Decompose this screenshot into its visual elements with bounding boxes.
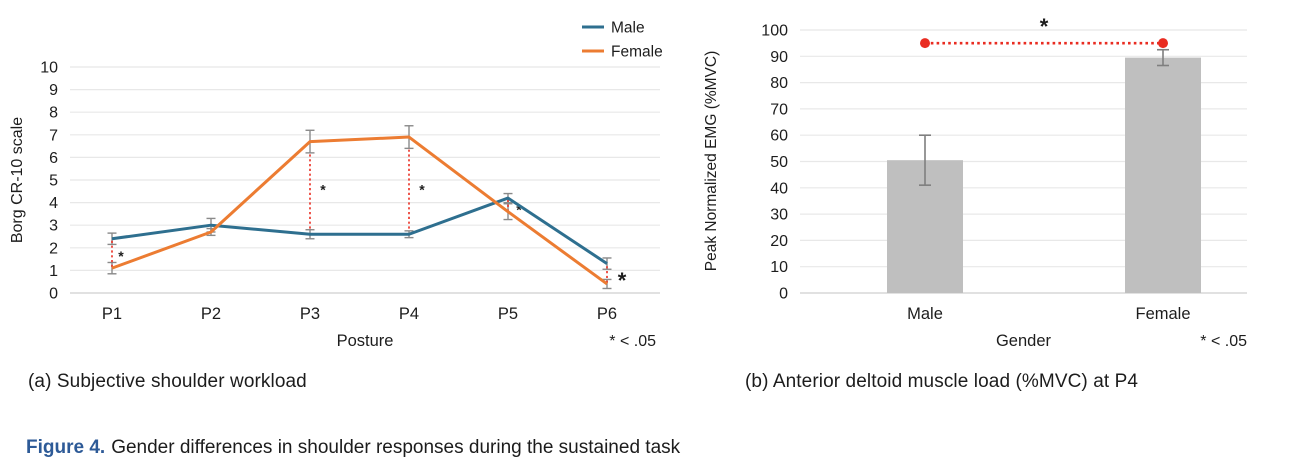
x-tick-label: Female	[1135, 305, 1190, 323]
subcaption-b: (b) Anterior deltoid muscle load (%MVC) …	[745, 371, 1139, 392]
y-tick-label: 4	[49, 195, 58, 212]
figure-caption: Figure 4. Gender differences in shoulder …	[26, 437, 680, 459]
y-tick-label: 40	[770, 180, 788, 197]
series-line-male	[111, 196, 608, 265]
significance-endpoint	[920, 38, 930, 49]
significance-star: *	[118, 248, 124, 264]
y-tick-label: 80	[770, 75, 788, 92]
y-axis-title: Peak Normalized EMG (%MVC)	[703, 51, 720, 272]
y-tick-label: 10	[40, 60, 58, 77]
significance-star: *	[1040, 14, 1049, 39]
bar-female	[1125, 57, 1201, 293]
y-tick-label: 5	[49, 173, 58, 190]
figure-caption-label: Figure 4.	[26, 437, 106, 458]
y-tick-label: 30	[770, 207, 788, 224]
legend-label-male: Male	[611, 20, 645, 37]
x-axis-title: Posture	[337, 332, 394, 350]
subcaption-a: (a) Subjective shoulder workload	[28, 371, 307, 392]
y-tick-label: 2	[49, 240, 58, 257]
x-axis-title: Gender	[996, 332, 1052, 350]
significance-note: * < .05	[1200, 333, 1247, 350]
bar-chart-anterior-deltoid-emg: 0 10 20 30 40 50 60 70 80 90 100 * Male Female Gender P…	[703, 14, 1247, 350]
y-axis-title: Borg CR-10 scale	[9, 117, 26, 243]
x-tick-label: P6	[597, 305, 617, 323]
series-line-female	[111, 135, 608, 286]
y-tick-label: 9	[49, 82, 58, 99]
x-tick-label: Male	[907, 305, 943, 323]
y-tick-label: 6	[49, 150, 58, 167]
y-tick-label: 8	[49, 105, 58, 122]
y-tick-label: 50	[770, 154, 788, 171]
y-tick-label: 3	[49, 218, 58, 235]
x-tick-label: P4	[399, 305, 419, 323]
y-tick-label: 10	[770, 259, 788, 276]
line-chart-subjective-workload: 0 1 2 3 4 5 6 7 8 9 10 * * * * * P1 P2 P3 P4 P5 P6 Posture Borg…	[9, 20, 663, 351]
y-tick-label: 90	[770, 49, 788, 66]
x-tick-label: P3	[300, 305, 320, 323]
y-tick-label: 1	[49, 263, 58, 280]
y-tick-label: 100	[761, 23, 788, 40]
x-tick-label: P1	[102, 305, 122, 323]
x-tick-label: P5	[498, 305, 518, 323]
legend-label-female: Female	[611, 44, 663, 61]
y-tick-label: 0	[49, 286, 58, 303]
y-tick-label: 20	[770, 233, 788, 250]
x-tick-label: P2	[201, 305, 221, 323]
y-tick-label: 60	[770, 128, 788, 145]
significance-star: *	[516, 202, 522, 218]
significance-star: *	[320, 181, 326, 197]
y-tick-label: 70	[770, 101, 788, 118]
y-tick-label: 0	[779, 286, 788, 303]
significance-star: *	[419, 181, 425, 197]
significance-note: * < .05	[609, 333, 656, 350]
y-tick-label: 7	[49, 127, 58, 144]
figure-caption-text: Gender differences in shoulder responses…	[111, 437, 681, 458]
significance-star: *	[618, 268, 627, 293]
significance-endpoint	[1158, 38, 1168, 49]
